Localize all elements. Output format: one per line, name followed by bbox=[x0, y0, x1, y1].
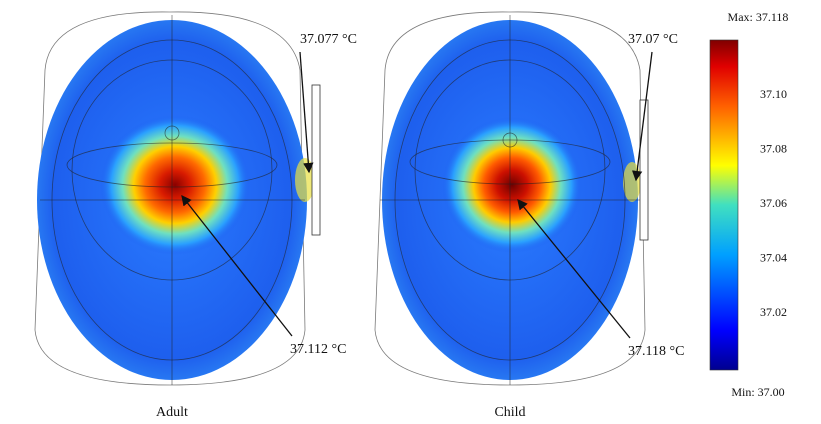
figure: 37.077 °C 37.112 °C 37.07 °C 37.118 °C A… bbox=[0, 0, 821, 424]
adult-heatmap bbox=[35, 12, 320, 385]
colorbar-tick-label: 37.06 bbox=[760, 196, 787, 210]
annotation: 37.077 °C bbox=[300, 32, 357, 47]
panel-label: Child bbox=[494, 405, 525, 420]
annotation: 37.112 °C bbox=[290, 342, 346, 357]
panel-label: Adult bbox=[156, 405, 188, 420]
annotation: 37.07 °C bbox=[628, 32, 678, 47]
colorbar-tick-label: 37.04 bbox=[760, 250, 787, 264]
colorbar-tick-label: 37.08 bbox=[760, 141, 787, 155]
colorbar-max: Max: 37.118 bbox=[728, 10, 789, 24]
annotation: 37.118 °C bbox=[628, 344, 684, 359]
colorbar-min: Min: 37.00 bbox=[731, 385, 784, 399]
colorbar-ticks: 37.10 37.08 37.06 37.04 37.02 bbox=[760, 87, 787, 319]
colorbar bbox=[710, 40, 738, 370]
colorbar-tick-label: 37.10 bbox=[760, 87, 787, 101]
child-heatmap bbox=[375, 12, 648, 385]
colorbar-tick-label: 37.02 bbox=[760, 305, 787, 319]
